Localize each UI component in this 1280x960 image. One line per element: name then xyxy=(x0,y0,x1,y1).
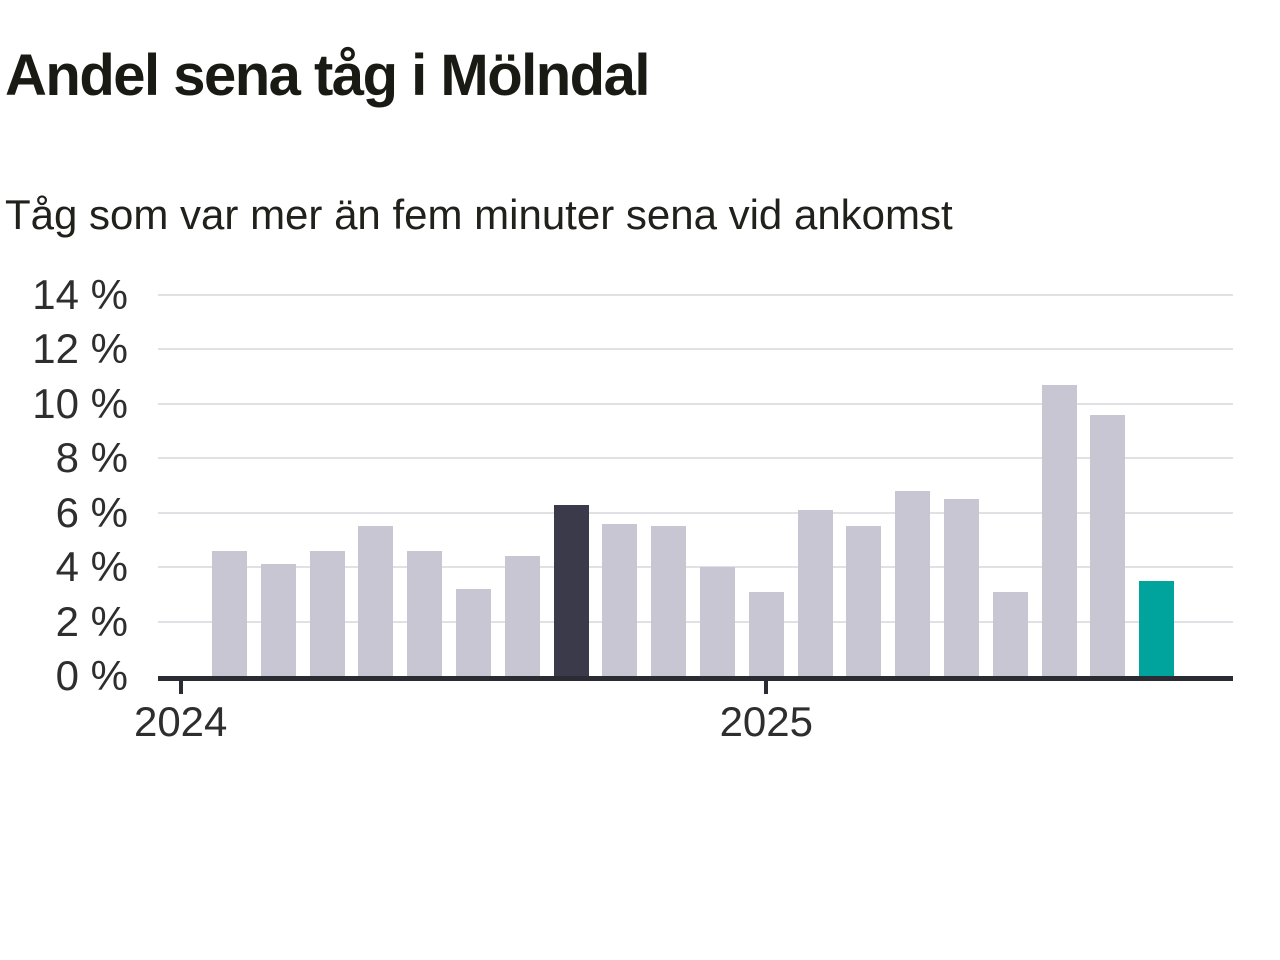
bar xyxy=(553,504,589,676)
x-axis-tick xyxy=(764,681,769,694)
y-axis-tick-label: 10 % xyxy=(32,379,128,427)
bar xyxy=(895,490,931,676)
x-axis-line xyxy=(158,676,1233,681)
bar xyxy=(748,591,784,676)
y-axis-tick-label: 8 % xyxy=(55,434,128,482)
gridline xyxy=(158,566,1233,569)
y-axis-tick-label: 0 % xyxy=(55,652,128,699)
gridline xyxy=(158,402,1233,405)
y-axis-tick-label: 4 % xyxy=(55,543,128,591)
page-subtitle: Tåg som var mer än fem minuter sena vid … xyxy=(5,191,953,238)
y-axis-labels: 14 % 12 % 10 % 8 % 6 % 4 % 2 % 0 % xyxy=(0,271,128,699)
bar xyxy=(651,526,687,676)
bar-chart: 14 % 12 % 10 % 8 % 6 % 4 % 2 % 0 % 2024 2025 xyxy=(0,271,1233,756)
bar xyxy=(407,550,443,676)
x-axis: 2024 2025 xyxy=(134,676,1233,756)
bar xyxy=(260,564,296,676)
x-axis-tick xyxy=(178,681,183,694)
bar xyxy=(212,550,247,676)
y-axis-tick-label: 14 % xyxy=(32,271,128,318)
bar xyxy=(992,591,1028,676)
footer: Newsworthy xyxy=(0,850,1280,960)
bar xyxy=(1041,384,1077,676)
gridline xyxy=(158,348,1233,351)
plot-area xyxy=(158,294,1233,676)
bar xyxy=(504,556,540,676)
bar xyxy=(358,526,394,676)
bar xyxy=(309,550,345,676)
x-axis-tick-label: 2024 xyxy=(133,698,228,745)
bar xyxy=(700,567,735,676)
gridline xyxy=(158,620,1233,623)
bar xyxy=(1090,414,1126,676)
bar xyxy=(456,588,491,676)
x-axis-tick-label: 2025 xyxy=(719,698,814,745)
y-axis-tick-label: 2 % xyxy=(55,597,128,645)
bar xyxy=(797,510,833,676)
gridline xyxy=(158,457,1233,460)
y-axis-tick-label: 12 % xyxy=(32,325,128,373)
gridline xyxy=(158,294,1233,296)
bar xyxy=(944,499,979,676)
page-title: Andel sena tåg i Mölndal xyxy=(5,43,650,108)
bar xyxy=(1139,580,1175,676)
gridline xyxy=(158,511,1233,514)
bar xyxy=(846,526,882,676)
y-axis-tick-label: 6 % xyxy=(55,488,128,536)
bar xyxy=(602,523,638,676)
